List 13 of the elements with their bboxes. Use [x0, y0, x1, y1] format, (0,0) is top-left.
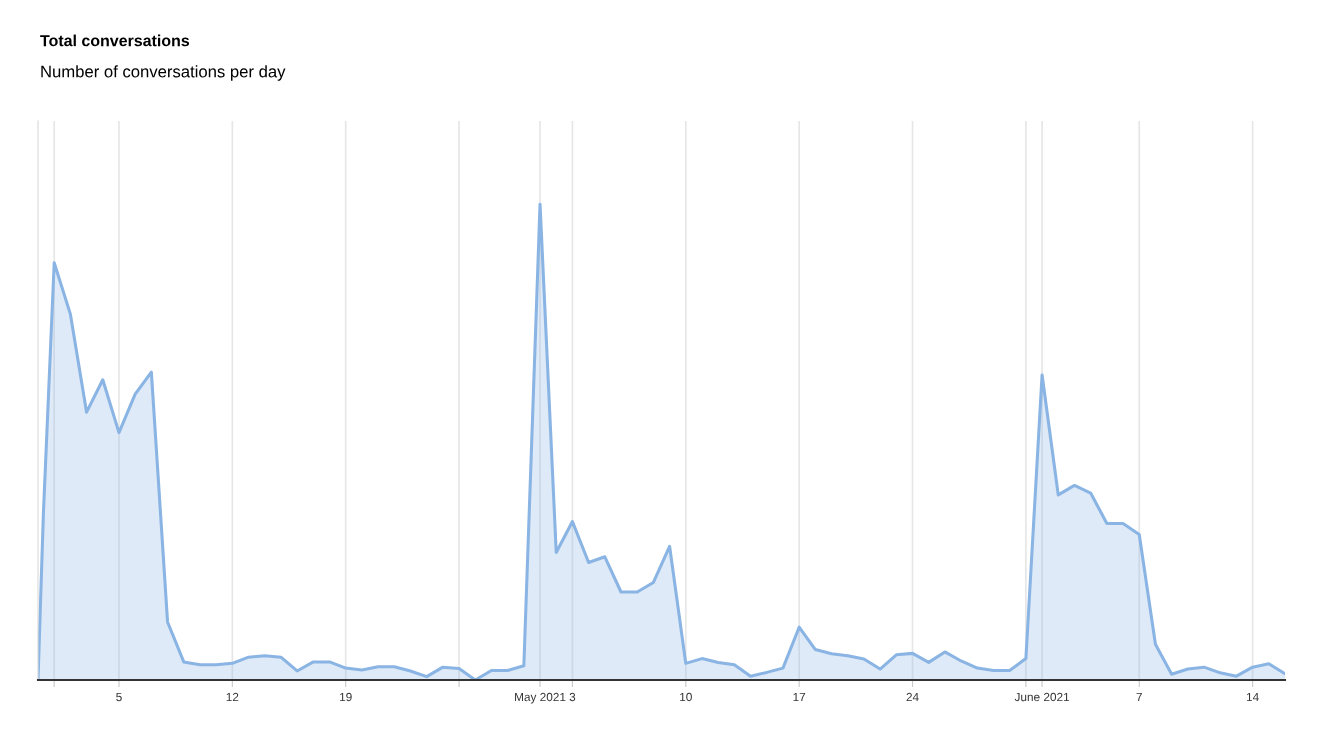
x-tick-label: 14 — [1246, 692, 1259, 702]
x-tick-label: May 2021 — [515, 692, 566, 704]
x-tick-label: 3 — [569, 692, 576, 702]
x-tick-label: 7 — [1136, 692, 1142, 702]
x-tick-label: 10 — [680, 692, 692, 702]
chart-subtitle: Number of conversations per day — [41, 65, 286, 81]
x-tick-label: 5 — [116, 692, 122, 702]
x-tick-label: 17 — [793, 692, 806, 702]
x-tick-label: 24 — [906, 692, 919, 702]
x-tick-label: 19 — [340, 692, 352, 702]
x-tick-label: June 2021 — [1014, 692, 1070, 702]
x-tick-label: 12 — [226, 692, 239, 702]
chart-title: Total conversations — [40, 34, 190, 47]
